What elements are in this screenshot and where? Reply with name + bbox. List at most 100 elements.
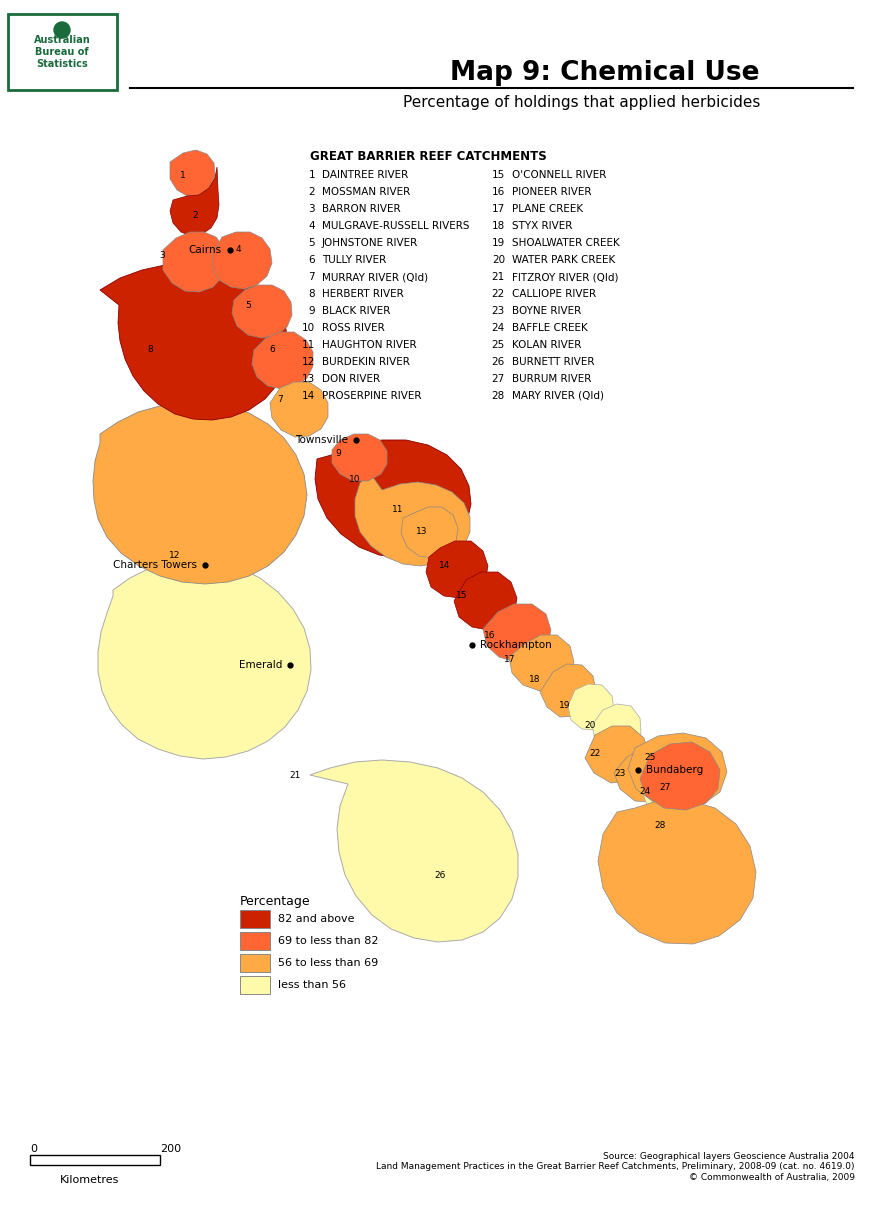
Text: ROSS RIVER: ROSS RIVER [322,323,384,333]
Text: 12: 12 [302,357,315,367]
Text: TULLY RIVER: TULLY RIVER [322,255,386,264]
Text: PROSERPINE RIVER: PROSERPINE RIVER [322,391,421,401]
Text: 5: 5 [308,237,315,248]
Text: BLACK RIVER: BLACK RIVER [322,306,390,316]
Polygon shape [252,332,313,389]
Text: PIONEER RIVER: PIONEER RIVER [512,187,591,197]
Text: 14: 14 [439,561,450,569]
Polygon shape [355,474,469,566]
Text: 20: 20 [491,255,504,264]
Text: 9: 9 [335,449,341,458]
Polygon shape [332,434,387,481]
Text: BOYNE RIVER: BOYNE RIVER [512,306,580,316]
Text: 69 to less than 82: 69 to less than 82 [278,936,378,946]
Text: 12: 12 [169,551,181,560]
Polygon shape [213,232,272,289]
Text: 18: 18 [491,221,504,231]
Text: 23: 23 [614,769,625,777]
Text: HAUGHTON RIVER: HAUGHTON RIVER [322,339,416,351]
Text: MURRAY RIVER (Qld): MURRAY RIVER (Qld) [322,272,428,282]
Text: 10: 10 [348,476,361,485]
Text: Australian
Bureau of
Statistics: Australian Bureau of Statistics [34,36,90,69]
Polygon shape [597,800,755,943]
Text: BARRON RIVER: BARRON RIVER [322,204,400,214]
Text: 21: 21 [289,770,301,780]
Text: 8: 8 [308,289,315,299]
Text: 8: 8 [147,346,153,354]
Text: Emerald: Emerald [238,661,282,670]
Text: MOSSMAN RIVER: MOSSMAN RIVER [322,187,410,197]
Text: 7: 7 [308,272,315,282]
Text: FITZROY RIVER (Qld): FITZROY RIVER (Qld) [512,272,618,282]
Text: HERBERT RIVER: HERBERT RIVER [322,289,403,299]
Text: JOHNSTONE RIVER: JOHNSTONE RIVER [322,237,418,248]
Text: 0: 0 [30,1144,37,1154]
Polygon shape [163,232,227,292]
Text: 200: 200 [160,1144,181,1154]
Text: 27: 27 [491,374,504,384]
Polygon shape [93,403,307,584]
Text: 17: 17 [491,204,504,214]
Text: WATER PARK CREEK: WATER PARK CREEK [512,255,614,264]
Text: 2: 2 [308,187,315,197]
Text: 9: 9 [308,306,315,316]
Circle shape [54,22,70,38]
Text: 5: 5 [245,300,250,310]
Text: 14: 14 [302,391,315,401]
FancyBboxPatch shape [8,14,116,90]
Text: 56 to less than 69: 56 to less than 69 [278,958,378,968]
Text: 15: 15 [455,590,468,599]
Text: 6: 6 [308,255,315,264]
Text: 18: 18 [528,675,541,685]
Text: Map 9: Chemical Use: Map 9: Chemical Use [450,60,760,86]
Polygon shape [269,383,328,437]
Text: O'CONNELL RIVER: O'CONNELL RIVER [512,170,606,180]
Text: CALLIOPE RIVER: CALLIOPE RIVER [512,289,595,299]
Text: 28: 28 [653,820,665,829]
Text: 13: 13 [415,528,428,536]
Text: Rockhampton: Rockhampton [480,640,551,649]
Text: Charters Towers: Charters Towers [113,560,196,569]
Bar [240,954,269,972]
Text: BAFFLE CREEK: BAFFLE CREEK [512,323,587,333]
Polygon shape [591,704,640,752]
Polygon shape [454,572,516,630]
Text: 24: 24 [639,787,650,797]
Text: 21: 21 [491,272,504,282]
Text: MARY RIVER (Qld): MARY RIVER (Qld) [512,391,603,401]
Text: Kilometres: Kilometres [60,1175,119,1184]
Text: Percentage of holdings that applied herbicides: Percentage of holdings that applied herb… [402,95,760,109]
Text: 22: 22 [588,749,600,758]
Bar [240,932,269,950]
Text: 28: 28 [491,391,504,401]
Text: 23: 23 [491,306,504,316]
Text: 1: 1 [308,170,315,180]
Text: 26: 26 [491,357,504,367]
Polygon shape [614,748,676,802]
Text: 3: 3 [308,204,315,214]
Text: PLANE CREEK: PLANE CREEK [512,204,582,214]
Text: less than 56: less than 56 [278,980,346,990]
Polygon shape [315,440,470,558]
Text: Bundaberg: Bundaberg [646,765,702,775]
Text: KOLAN RIVER: KOLAN RIVER [512,339,580,351]
Text: 10: 10 [302,323,315,333]
Text: BURDEKIN RIVER: BURDEKIN RIVER [322,357,409,367]
Polygon shape [401,507,457,558]
Text: 22: 22 [491,289,504,299]
Text: BURNETT RIVER: BURNETT RIVER [512,357,594,367]
Text: 16: 16 [491,187,504,197]
Polygon shape [584,726,648,784]
Text: 4: 4 [308,221,315,231]
Polygon shape [640,742,720,811]
Polygon shape [426,541,488,598]
Text: GREAT BARRIER REEF CATCHMENTS: GREAT BARRIER REEF CATCHMENTS [309,150,546,164]
Polygon shape [169,167,219,236]
Bar [240,975,269,994]
Text: 27: 27 [659,782,670,791]
Text: BURRUM RIVER: BURRUM RIVER [512,374,591,384]
Polygon shape [169,150,215,196]
Text: 19: 19 [491,237,504,248]
Text: 4: 4 [235,246,241,255]
Text: 13: 13 [302,374,315,384]
